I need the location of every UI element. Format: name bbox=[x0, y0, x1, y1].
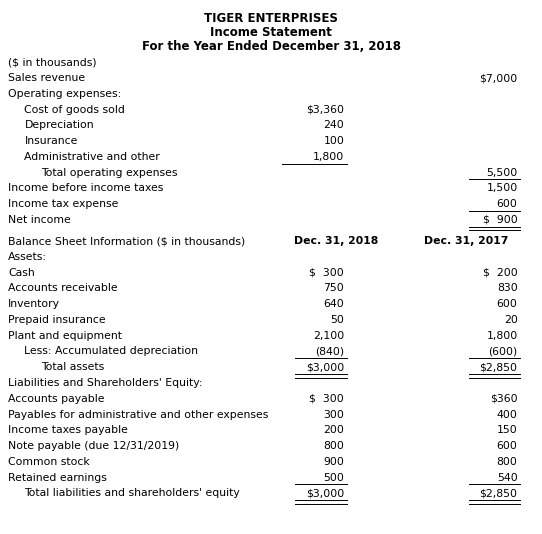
Text: 20: 20 bbox=[504, 315, 518, 325]
Text: (840): (840) bbox=[315, 347, 344, 357]
Text: 50: 50 bbox=[330, 315, 344, 325]
Text: 830: 830 bbox=[497, 284, 518, 294]
Text: 600: 600 bbox=[496, 199, 518, 209]
Text: $  900: $ 900 bbox=[483, 215, 518, 225]
Text: 600: 600 bbox=[496, 299, 518, 309]
Text: $3,000: $3,000 bbox=[306, 488, 344, 498]
Text: Administrative and other: Administrative and other bbox=[24, 152, 160, 162]
Text: 640: 640 bbox=[324, 299, 344, 309]
Text: $2,850: $2,850 bbox=[480, 488, 518, 498]
Text: Dec. 31, 2017: Dec. 31, 2017 bbox=[424, 236, 508, 246]
Text: 240: 240 bbox=[324, 121, 344, 130]
Text: Income taxes payable: Income taxes payable bbox=[8, 425, 128, 435]
Text: Dec. 31, 2018: Dec. 31, 2018 bbox=[294, 236, 378, 246]
Text: Plant and equipment: Plant and equipment bbox=[8, 331, 122, 341]
Text: $3,360: $3,360 bbox=[306, 105, 344, 115]
Text: Less: Accumulated depreciation: Less: Accumulated depreciation bbox=[24, 347, 198, 357]
Text: 200: 200 bbox=[323, 425, 344, 435]
Text: Total assets: Total assets bbox=[41, 362, 104, 372]
Text: 1,500: 1,500 bbox=[486, 184, 518, 193]
Text: Balance Sheet Information ($ in thousands): Balance Sheet Information ($ in thousand… bbox=[8, 236, 246, 246]
Text: Net income: Net income bbox=[8, 215, 71, 225]
Text: 100: 100 bbox=[323, 136, 344, 146]
Text: 1,800: 1,800 bbox=[313, 152, 344, 162]
Text: Income Statement: Income Statement bbox=[210, 26, 332, 39]
Text: 400: 400 bbox=[496, 410, 518, 420]
Text: 800: 800 bbox=[323, 441, 344, 451]
Text: Liabilities and Shareholders' Equity:: Liabilities and Shareholders' Equity: bbox=[8, 378, 203, 388]
Text: Assets:: Assets: bbox=[8, 252, 47, 262]
Text: 2,100: 2,100 bbox=[313, 331, 344, 341]
Text: Income before income taxes: Income before income taxes bbox=[8, 184, 164, 193]
Text: 150: 150 bbox=[497, 425, 518, 435]
Text: 1,800: 1,800 bbox=[486, 331, 518, 341]
Text: Note payable (due 12/31/2019): Note payable (due 12/31/2019) bbox=[8, 441, 179, 451]
Text: Accounts receivable: Accounts receivable bbox=[8, 284, 118, 294]
Text: $  300: $ 300 bbox=[309, 394, 344, 404]
Text: Insurance: Insurance bbox=[24, 136, 78, 146]
Text: Total operating expenses: Total operating expenses bbox=[41, 168, 177, 178]
Text: 300: 300 bbox=[323, 410, 344, 420]
Text: For the Year Ended December 31, 2018: For the Year Ended December 31, 2018 bbox=[141, 40, 401, 53]
Text: Common stock: Common stock bbox=[8, 457, 90, 467]
Text: TIGER ENTERPRISES: TIGER ENTERPRISES bbox=[204, 12, 338, 25]
Text: 5,500: 5,500 bbox=[486, 168, 518, 178]
Text: 500: 500 bbox=[323, 473, 344, 483]
Text: Inventory: Inventory bbox=[8, 299, 60, 309]
Text: Depreciation: Depreciation bbox=[24, 121, 94, 130]
Text: Cost of goods sold: Cost of goods sold bbox=[24, 105, 125, 115]
Text: Prepaid insurance: Prepaid insurance bbox=[8, 315, 106, 325]
Text: $2,850: $2,850 bbox=[480, 362, 518, 372]
Text: $360: $360 bbox=[490, 394, 518, 404]
Text: Operating expenses:: Operating expenses: bbox=[8, 89, 121, 99]
Text: 600: 600 bbox=[496, 441, 518, 451]
Text: Accounts payable: Accounts payable bbox=[8, 394, 105, 404]
Text: Retained earnings: Retained earnings bbox=[8, 473, 107, 483]
Text: ($ in thousands): ($ in thousands) bbox=[8, 58, 97, 67]
Text: 900: 900 bbox=[323, 457, 344, 467]
Text: $  200: $ 200 bbox=[483, 268, 518, 278]
Text: Sales revenue: Sales revenue bbox=[8, 73, 85, 83]
Text: 540: 540 bbox=[497, 473, 518, 483]
Text: Income tax expense: Income tax expense bbox=[8, 199, 119, 209]
Text: $  300: $ 300 bbox=[309, 268, 344, 278]
Text: $7,000: $7,000 bbox=[479, 73, 518, 83]
Text: 800: 800 bbox=[496, 457, 518, 467]
Text: $3,000: $3,000 bbox=[306, 362, 344, 372]
Text: 750: 750 bbox=[324, 284, 344, 294]
Text: Total liabilities and shareholders' equity: Total liabilities and shareholders' equi… bbox=[24, 488, 240, 498]
Text: Cash: Cash bbox=[8, 268, 35, 278]
Text: (600): (600) bbox=[488, 347, 518, 357]
Text: Payables for administrative and other expenses: Payables for administrative and other ex… bbox=[8, 410, 268, 420]
